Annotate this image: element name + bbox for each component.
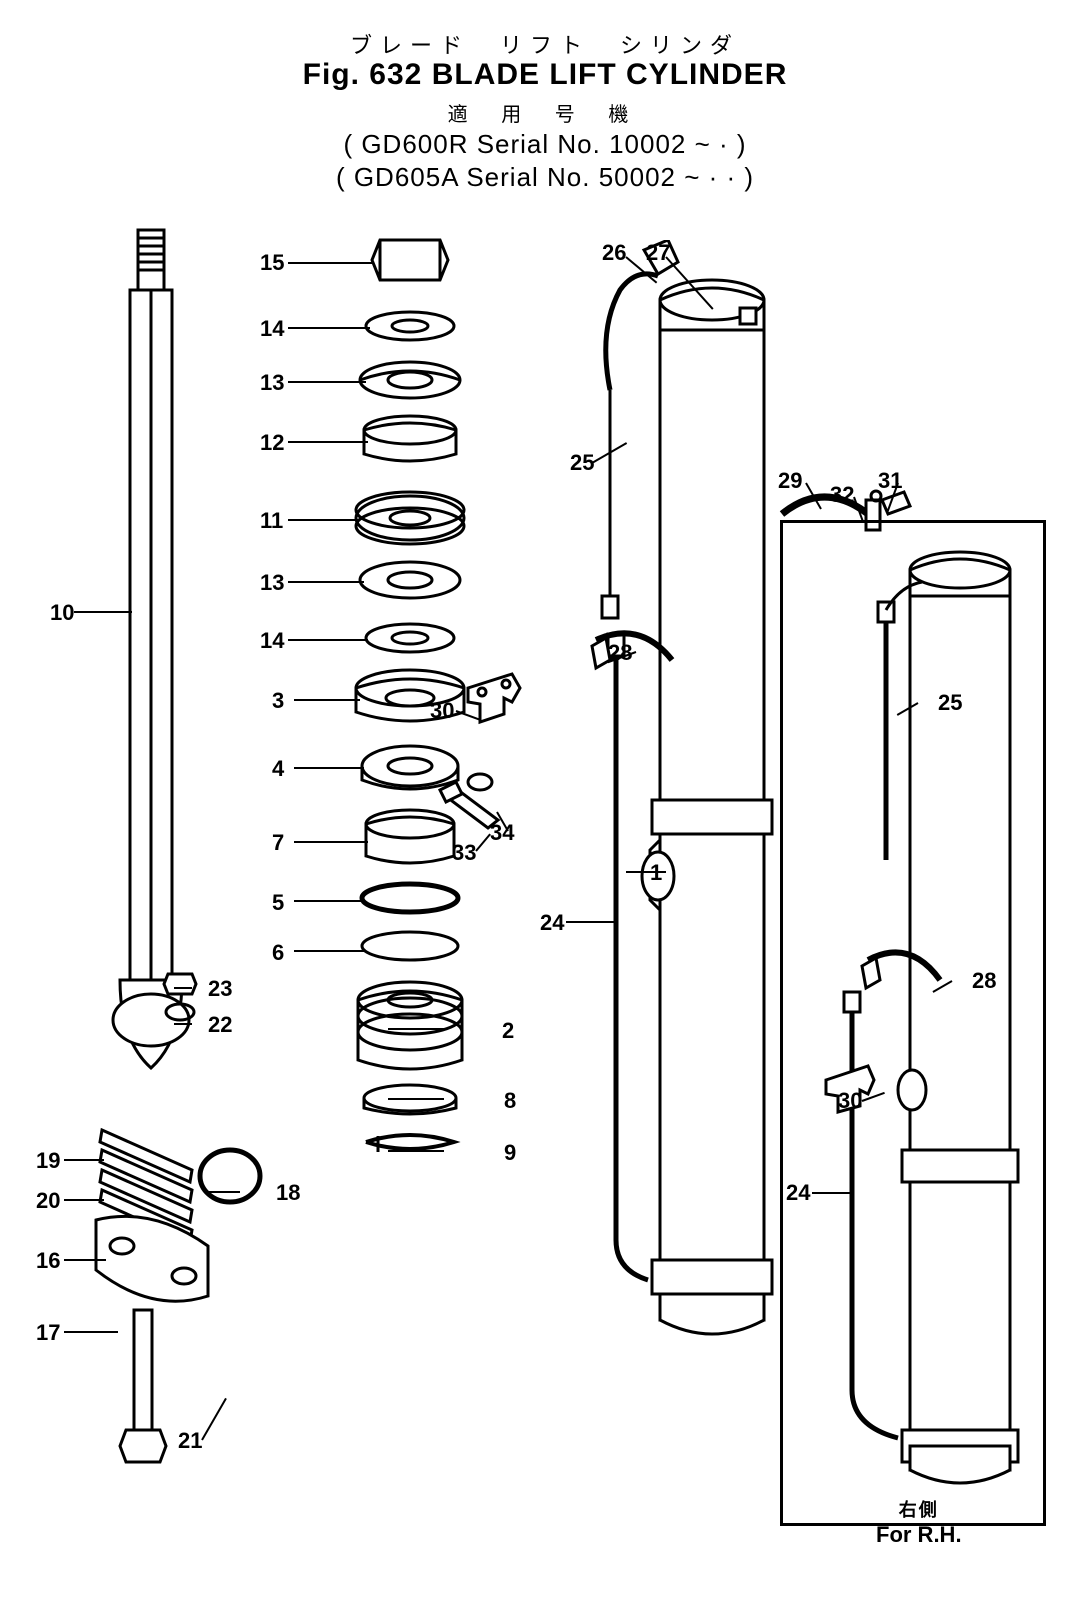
callout-4: 4 — [272, 756, 284, 782]
diagram: 右側 For R.H. — [30, 220, 1060, 1560]
callout-27: 27 — [646, 240, 670, 266]
callout-28: 28 — [972, 968, 996, 994]
callout-13: 13 — [260, 370, 284, 396]
callout-8: 8 — [504, 1088, 516, 1114]
callout-20: 20 — [36, 1188, 60, 1214]
callout-13: 13 — [260, 570, 284, 596]
callout-30: 30 — [838, 1088, 862, 1114]
figure-title: Fig. 632 BLADE LIFT CYLINDER — [0, 58, 1090, 92]
callout-16: 16 — [36, 1248, 60, 1274]
callout-12: 12 — [260, 430, 284, 456]
callout-3: 3 — [272, 688, 284, 714]
callout-1: 1 — [650, 860, 662, 886]
callout-18: 18 — [276, 1180, 300, 1206]
callout-22: 22 — [208, 1012, 232, 1038]
title-block: ブレード リフト シリンダ Fig. 632 BLADE LIFT CYLIND… — [0, 28, 1090, 193]
part-clip-30 — [460, 670, 530, 730]
callout-24: 24 — [786, 1180, 810, 1206]
callout-21: 21 — [178, 1428, 202, 1454]
callout-24: 24 — [540, 910, 564, 936]
part-cylinder-rh — [790, 530, 1030, 1510]
callout-6: 6 — [272, 940, 284, 966]
callout-14: 14 — [260, 628, 284, 654]
part-seal-stack — [330, 230, 490, 990]
applicable-machine-jp: 適 用 号 機 — [0, 98, 1090, 127]
page: ブレード リフト シリンダ Fig. 632 BLADE LIFT CYLIND… — [0, 0, 1090, 1622]
callout-9: 9 — [504, 1140, 516, 1166]
callout-14: 14 — [260, 316, 284, 342]
figure-name-en: BLADE LIFT CYLINDER — [432, 58, 788, 91]
callout-5: 5 — [272, 890, 284, 916]
callout-31: 31 — [878, 468, 902, 494]
callout-25: 25 — [570, 450, 594, 476]
part-rod-end-bracket — [62, 1070, 292, 1490]
callout-32: 32 — [830, 482, 854, 508]
part-cylinder-lh — [550, 240, 780, 1370]
callout-19: 19 — [36, 1148, 60, 1174]
callout-2: 2 — [502, 1018, 514, 1044]
callout-25: 25 — [938, 690, 962, 716]
figure-number: Fig. 632 — [303, 58, 423, 91]
callout-7: 7 — [272, 830, 284, 856]
callout-10: 10 — [50, 600, 74, 626]
callout-33: 33 — [452, 840, 476, 866]
callout-17: 17 — [36, 1320, 60, 1346]
inset-en: For R.H. — [876, 1522, 962, 1548]
title-jp: ブレード リフト シリンダ — [0, 28, 1090, 60]
callout-26: 26 — [602, 240, 626, 266]
callout-34: 34 — [490, 820, 514, 846]
callout-30: 30 — [430, 698, 454, 724]
callout-29: 29 — [778, 468, 802, 494]
callout-15: 15 — [260, 250, 284, 276]
inset-jp: 右側 — [876, 1496, 962, 1522]
inset-label: 右側 For R.H. — [876, 1496, 962, 1548]
callout-23: 23 — [208, 976, 232, 1002]
callout-11: 11 — [260, 508, 283, 534]
serial-line-2: ( GD605A Serial No. 50002 ~ · · ) — [0, 162, 1090, 193]
serial-line-1: ( GD600R Serial No. 10002 ~ · ) — [0, 129, 1090, 160]
callout-28: 28 — [608, 640, 632, 666]
